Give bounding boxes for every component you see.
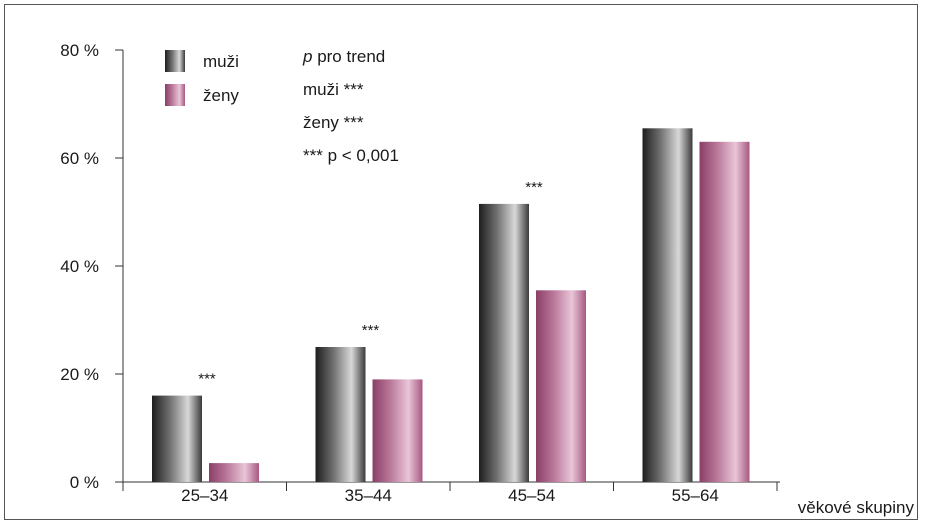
x-axis-title: věkové skupiny [798,498,915,517]
y-tick-label: 60 % [60,149,99,168]
significance-mark: *** [525,179,543,196]
annotation-men-line: muži *** [303,80,364,99]
bar-women [209,463,259,482]
bar-women [699,141,750,483]
y-tick-label: 40 % [60,257,99,276]
significance-mark: *** [362,322,380,339]
x-tick-label: 35–44 [345,486,392,505]
trend-annotation: p pro trend muži *** ženy *** *** p < 0,… [302,47,399,165]
significance-mark: *** [198,371,216,388]
bar-men [315,347,366,482]
bar-men [479,203,529,482]
significance-marks: *** *** *** [198,179,543,388]
legend: muži ženy [165,50,239,106]
x-tick-label: 55–64 [672,486,719,505]
annotation-p-rest: pro trend [312,47,385,66]
axes: 0 % 20 % 40 % 60 % 80 % 25–34 35–44 45–54 55–64 [60,41,780,505]
y-tick-label: 20 % [60,365,99,384]
legend-swatch-men [165,50,185,72]
bar-men [152,395,202,482]
legend-label-women: ženy [203,86,239,105]
y-tick-label: 80 % [60,41,99,60]
bar-women [372,379,423,482]
legend-label-men: muži [203,52,239,71]
annotation-women-line: ženy *** [303,113,364,132]
annotation-p-italic: p [302,47,312,66]
bar-men [642,128,693,483]
x-tick-label: 45–54 [508,486,555,505]
bars [152,128,750,483]
bar-women [536,290,586,482]
x-tick-label: 25–34 [181,486,228,505]
y-tick-label: 0 % [70,473,99,492]
annotation-p-line: p pro trend [302,47,385,66]
annotation-threshold-line: *** p < 0,001 [303,146,399,165]
legend-swatch-women [165,84,185,106]
